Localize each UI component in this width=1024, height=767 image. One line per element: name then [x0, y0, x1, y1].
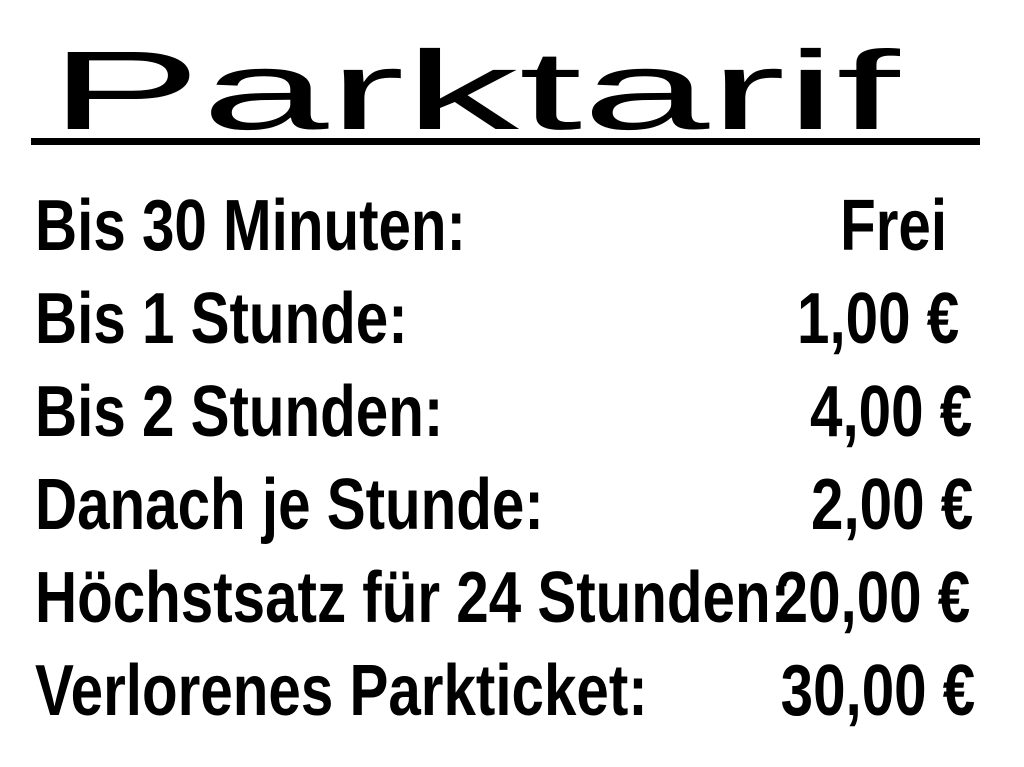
tariff-value: 20,00 € — [775, 558, 970, 638]
tariff-label: Verlorenes Parkticket: — [35, 651, 648, 731]
tariff-label: Höchstsatz für 24 Stunden: — [35, 558, 791, 638]
sign-title: Parktarif — [49, 28, 900, 153]
tariff-value: 1,00 € — [796, 279, 959, 359]
tariff-value: 2,00 € — [810, 465, 973, 545]
tariff-label: Bis 1 Stunde: — [35, 279, 408, 359]
tariff-row: Bis 30 Minuten: Frei — [35, 180, 975, 273]
tariff-list: Bis 30 Minuten: Frei Bis 1 Stunde: 1,00 … — [35, 180, 975, 738]
title-underline — [31, 138, 980, 145]
tariff-value: 4,00 € — [809, 372, 972, 452]
tariff-value: 30,00 € — [780, 651, 975, 731]
sign-header: Parktarif — [49, 35, 900, 147]
tariff-row: Bis 2 Stunden: 4,00 € — [35, 366, 975, 459]
tariff-row: Verlorenes Parkticket: 30,00 € — [35, 645, 975, 738]
tariff-row: Danach je Stunde: 2,00 € — [35, 459, 975, 552]
tariff-label: Bis 2 Stunden: — [35, 372, 444, 452]
tariff-label: Bis 30 Minuten: — [35, 186, 466, 266]
tariff-value: Frei — [840, 186, 947, 266]
tariff-row: Bis 1 Stunde: 1,00 € — [35, 273, 975, 366]
tariff-label: Danach je Stunde: — [35, 465, 544, 545]
tariff-row: Höchstsatz für 24 Stunden: 20,00 € — [35, 552, 975, 645]
